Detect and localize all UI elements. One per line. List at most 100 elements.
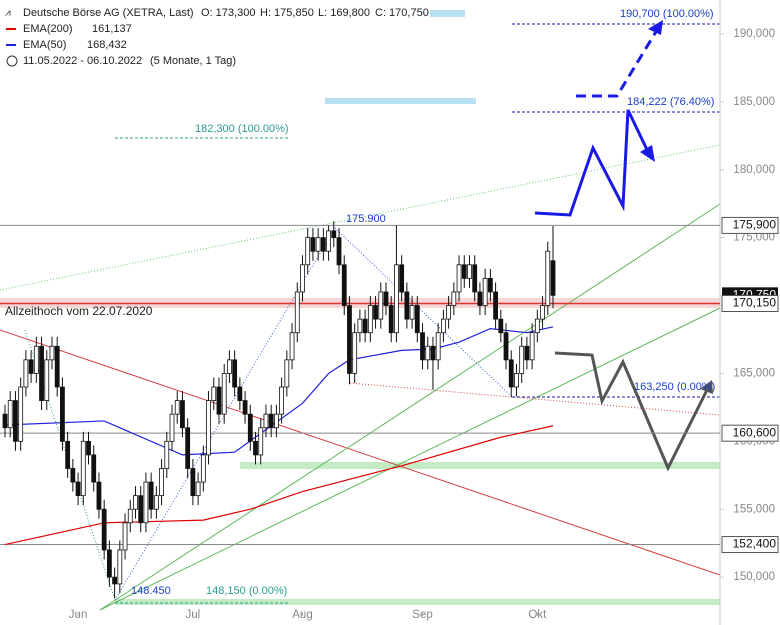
candle-body (550, 260, 556, 296)
candle-body (18, 386, 24, 442)
scenario-arrow (554, 351, 709, 472)
candle-body (54, 345, 60, 388)
candle-body (112, 576, 118, 585)
candle-body (159, 468, 164, 497)
candle-body (305, 237, 311, 266)
candle-body (180, 400, 185, 429)
candle-body (529, 332, 535, 361)
candle-body (221, 373, 227, 415)
annotations: Allzeithoch vom 22.07.2020 175.900 182,3… (5, 8, 715, 597)
candle-body (414, 305, 420, 334)
candle-body (242, 400, 248, 415)
chart-title: Deutsche Börse AG (XETRA, Last) (23, 7, 194, 19)
annotation: 148.450 (131, 585, 171, 597)
annotation: 148,150 (0.00%) (206, 585, 287, 597)
candle-body (258, 427, 264, 456)
candle-body (440, 318, 446, 334)
header-value: O: 173,300 (201, 7, 255, 19)
level-box (721, 295, 779, 312)
annotation: 175.900 (346, 213, 386, 225)
legend-value: 161,137 (92, 23, 132, 35)
candle-body (409, 305, 415, 320)
candle-body (336, 237, 342, 266)
candle-body (367, 305, 373, 334)
candle-body (127, 508, 133, 524)
trendline (0, 144, 721, 291)
annotation: Allzeithoch vom 22.07.2020 (5, 304, 153, 318)
candle-body (472, 264, 478, 293)
level-label: 160,600 (733, 425, 777, 439)
candle-body (545, 250, 551, 306)
candle-body (435, 332, 441, 361)
candle-body (493, 291, 498, 320)
y-tick-label: 190,000 (733, 28, 775, 40)
candle-body (86, 440, 91, 456)
header-value: C: 170,750 (375, 7, 429, 19)
candle-body (273, 413, 279, 429)
candle-body (461, 264, 467, 279)
candle-body (519, 345, 525, 374)
level-box (721, 216, 779, 234)
candle-body (315, 237, 321, 252)
y-tick-label: 155,000 (733, 503, 775, 515)
level-box (721, 424, 779, 442)
candle-body (456, 264, 462, 293)
candle-body (446, 305, 452, 320)
candle-body (7, 400, 13, 429)
candle-body (331, 230, 337, 239)
legend-label: EMA(50) (23, 39, 66, 51)
candle-body (33, 345, 39, 374)
candle-body (294, 291, 300, 334)
plot-area (0, 221, 720, 599)
candle-body (232, 359, 238, 388)
candle-body (383, 291, 389, 306)
candle-body (185, 427, 191, 469)
y-tick-label: 150,000 (733, 571, 775, 583)
candle-body (394, 264, 399, 334)
candle-body (378, 291, 384, 320)
candle-body (326, 230, 331, 252)
candle-body (534, 318, 540, 334)
level-label: 152,400 (733, 537, 777, 551)
candle-body (540, 305, 545, 320)
trendline (0, 329, 721, 576)
candle-body (451, 291, 457, 306)
candle-body (320, 237, 326, 252)
candle-body (190, 468, 196, 497)
candle-body (357, 318, 363, 334)
marker (420, 10, 465, 17)
candle-body (216, 386, 222, 415)
marker (325, 98, 476, 104)
candle-body (253, 440, 258, 456)
candle-body (153, 495, 159, 510)
support-band (115, 599, 720, 605)
candle-body (49, 345, 55, 361)
header-value: H: 175,850 (260, 7, 314, 19)
level-label: 175,900 (733, 218, 777, 232)
candle-body (399, 264, 405, 293)
candle-body (482, 277, 488, 306)
x-tick-label: Okt (528, 609, 547, 621)
candle-body (373, 305, 378, 320)
candle-body (65, 440, 71, 469)
candle-body (300, 264, 305, 293)
candle-body (164, 440, 170, 469)
candle-body (508, 359, 514, 388)
candle-body (420, 332, 425, 361)
candle-body (101, 508, 107, 551)
candle-body (425, 345, 431, 361)
candle-body (284, 359, 290, 388)
candle-body (503, 332, 509, 361)
candle-body (143, 481, 149, 524)
annotation: 190,700 (100.00%) (620, 8, 714, 20)
candle-body (404, 291, 410, 320)
candle-body (148, 481, 154, 510)
icon: ⩘ (5, 8, 11, 19)
annotation: 182,300 (100.00%) (195, 123, 289, 135)
candle-body (487, 277, 493, 293)
candle-body (117, 549, 123, 585)
candle-body (227, 359, 232, 374)
candle-body (169, 413, 175, 442)
candle-body (237, 386, 243, 401)
annotation: 163,250 (0.00%) (634, 381, 715, 393)
